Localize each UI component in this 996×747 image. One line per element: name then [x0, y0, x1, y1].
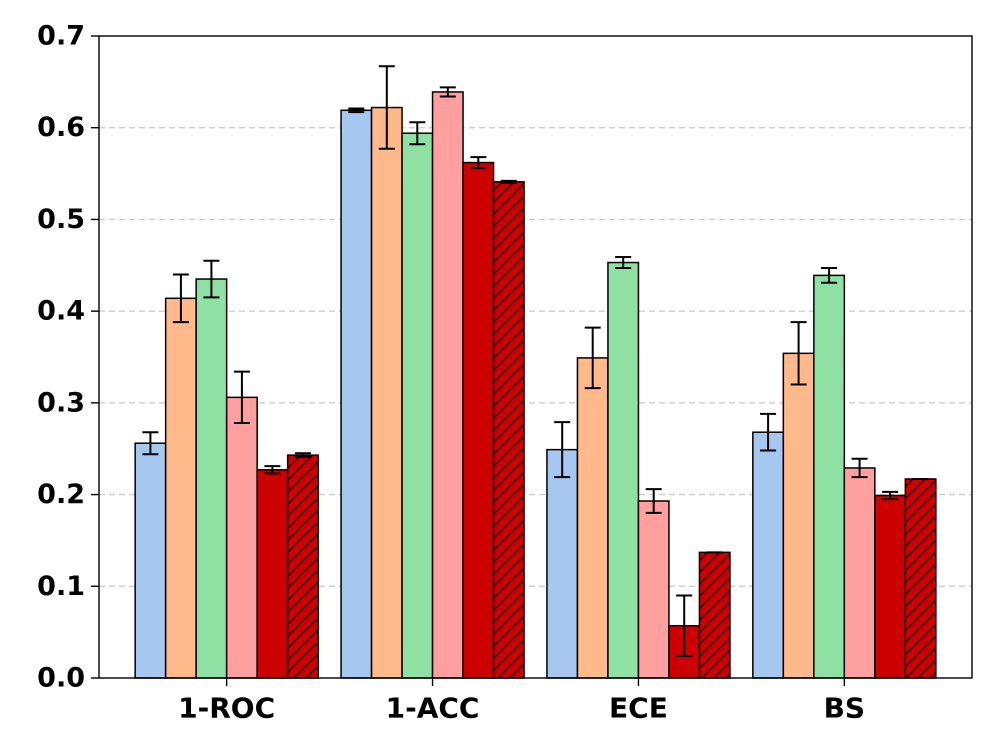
bar [225, 396, 258, 679]
bar [340, 109, 373, 679]
bar [546, 448, 579, 679]
y-tick-label: 0.3 [37, 387, 85, 418]
y-axis: 0.0 0.1 0.2 0.3 0.4 0.5 0.6 0.7 [37, 21, 99, 694]
bar [698, 551, 731, 679]
error-bars [142, 65, 929, 657]
bar [401, 132, 434, 679]
bar [134, 442, 167, 679]
x-tick-label: 1-ROC [178, 692, 275, 725]
bar [782, 352, 815, 679]
bar [576, 357, 609, 679]
bar [164, 297, 197, 679]
bar [904, 478, 937, 679]
y-tick-label: 0.4 [37, 296, 85, 327]
x-tick-label: 1-ACC [386, 692, 480, 725]
plot-frame [98, 35, 973, 679]
bar [874, 494, 907, 679]
bar [843, 467, 876, 679]
bar [462, 161, 495, 679]
bar [370, 106, 403, 679]
bar [256, 469, 289, 679]
bar [286, 454, 319, 679]
bars [134, 91, 937, 679]
y-tick-label: 0.1 [37, 571, 85, 602]
bar [492, 181, 525, 679]
bar [607, 261, 640, 679]
bar [813, 274, 846, 679]
y-tick-label: 0.6 [37, 112, 85, 143]
y-tick-label: 0.5 [37, 204, 85, 235]
y-tick-label: 0.0 [37, 663, 85, 694]
x-axis: 1-ROC 1-ACC ECE BS [178, 678, 865, 725]
bar [195, 278, 228, 679]
x-tick-label: BS [824, 692, 866, 725]
x-tick-label: ECE [609, 692, 668, 725]
bar [637, 500, 670, 679]
bar [431, 91, 464, 679]
y-tick-label: 0.7 [37, 21, 85, 52]
y-tick-label: 0.2 [37, 479, 85, 510]
bar [752, 431, 785, 679]
